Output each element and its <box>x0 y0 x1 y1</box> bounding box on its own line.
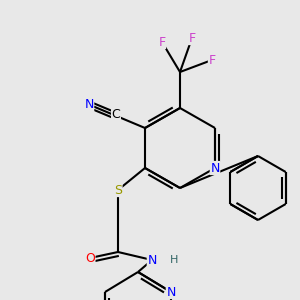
Text: N: N <box>147 254 157 266</box>
Text: O: O <box>85 251 95 265</box>
Text: H: H <box>170 255 178 265</box>
Text: N: N <box>84 98 94 112</box>
Text: C: C <box>112 109 120 122</box>
Text: F: F <box>188 32 196 44</box>
Text: F: F <box>158 35 166 49</box>
Text: F: F <box>208 53 216 67</box>
Text: S: S <box>114 184 122 196</box>
Text: N: N <box>166 286 176 298</box>
Text: N: N <box>210 161 220 175</box>
